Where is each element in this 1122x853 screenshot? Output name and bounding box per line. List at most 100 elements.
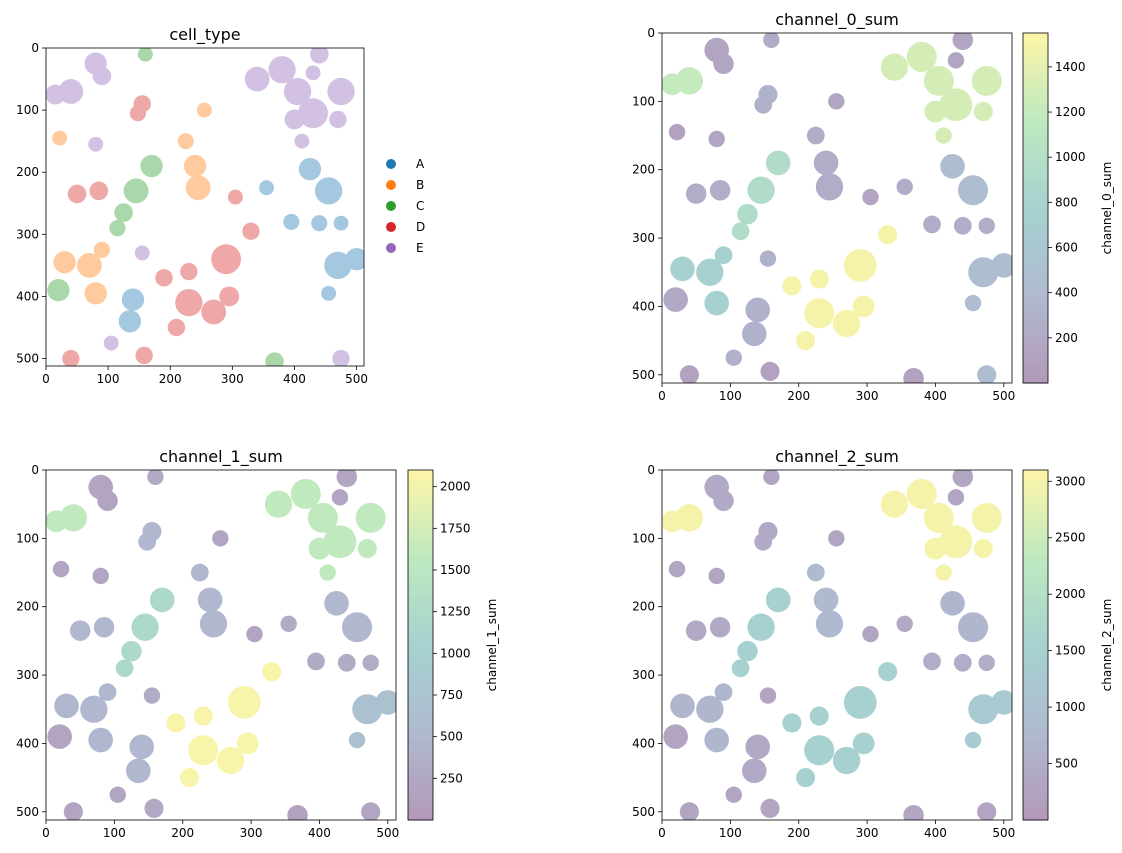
- colorbar: 500 1000 1500 2000 2500 3000 channel_2_sum: [1022, 469, 1114, 821]
- colorbar-step: [1023, 715, 1048, 721]
- cell-mark: [957, 175, 989, 206]
- y-tick-label: 500: [632, 805, 655, 819]
- colorbar-tick-label: 1000: [1055, 150, 1086, 164]
- colorbar-step: [1023, 710, 1048, 716]
- cell-mark: [759, 250, 777, 267]
- colorbar-step: [408, 660, 433, 666]
- cell-mark: [188, 735, 219, 766]
- cell-mark: [714, 246, 733, 265]
- colorbar-step: [408, 515, 433, 521]
- colorbar-tick-label: 1500: [1055, 644, 1086, 658]
- cell-mark: [696, 695, 724, 723]
- colorbar-step: [1023, 660, 1048, 666]
- cell-mark: [308, 537, 331, 560]
- colorbar-step: [1023, 73, 1048, 79]
- x-tick-label: 300: [221, 372, 244, 386]
- cell-mark: [199, 610, 228, 638]
- colorbar-tick-label: 1750: [440, 521, 471, 535]
- cell-mark: [331, 489, 349, 506]
- legend-marker-A: [386, 159, 396, 169]
- cell-mark: [327, 77, 355, 106]
- cell-mark: [878, 225, 898, 245]
- cell-mark: [118, 310, 142, 333]
- cell-mark: [69, 620, 91, 641]
- cell-mark: [329, 110, 347, 129]
- cell-mark: [923, 215, 941, 234]
- cell-mark: [287, 804, 308, 820]
- colorbar-step: [1023, 600, 1048, 606]
- cell-mark: [62, 349, 80, 366]
- cell-mark: [227, 189, 243, 205]
- cell-mark: [88, 474, 113, 500]
- cell-mark: [843, 686, 877, 719]
- colorbar-tick-label: 1200: [1055, 105, 1086, 119]
- colorbar-step: [1023, 735, 1048, 741]
- colorbar-step: [1023, 535, 1048, 541]
- colorbar-step: [1023, 263, 1048, 269]
- cell-mark: [298, 98, 328, 129]
- cell-mark: [280, 615, 297, 633]
- cell-mark: [862, 625, 879, 643]
- colorbar-step: [408, 605, 433, 611]
- colorbar-step: [408, 685, 433, 691]
- cell-mark: [880, 53, 909, 81]
- legend-marker-E: [386, 243, 396, 253]
- cell-mark: [134, 245, 150, 261]
- colorbar-step: [408, 590, 433, 596]
- cell-mark: [361, 802, 381, 820]
- cell-mark: [262, 662, 282, 682]
- cell-mark: [924, 537, 947, 560]
- cell-mark: [323, 525, 357, 559]
- y-tick-label: 400: [16, 289, 39, 303]
- colorbar-step: [1023, 273, 1048, 279]
- x-tick-label: 500: [345, 372, 368, 386]
- cell-mark: [923, 502, 954, 533]
- colorbar-step: [408, 800, 433, 806]
- cell-mark: [832, 746, 861, 775]
- cell-mark: [177, 133, 194, 150]
- cell-mark: [345, 247, 364, 271]
- colorbar-step: [1023, 570, 1048, 576]
- colorbar-step: [1023, 595, 1048, 601]
- cell-mark: [809, 269, 829, 289]
- colorbar-step: [1023, 575, 1048, 581]
- cell-mark: [679, 365, 699, 383]
- colorbar-tick-label: 250: [440, 771, 463, 785]
- colorbar-step: [1023, 278, 1048, 284]
- colorbar-step: [1023, 800, 1048, 806]
- cell-mark: [852, 732, 875, 755]
- y-tick-label: 200: [16, 600, 39, 614]
- y-tick-label: 400: [632, 299, 655, 313]
- colorbar-step: [1023, 630, 1048, 636]
- colorbar-label: channel_2_sum: [1100, 599, 1114, 692]
- x-tick-label: 400: [308, 826, 331, 840]
- cell-mark: [731, 659, 750, 678]
- cell-mark: [923, 65, 954, 96]
- cell-mark: [745, 734, 771, 760]
- cell-mark: [957, 612, 989, 643]
- legend-label-E: E: [416, 241, 424, 255]
- cell-mark: [114, 203, 133, 222]
- colorbar-step: [408, 730, 433, 736]
- cell-mark: [804, 298, 835, 329]
- colorbar-step: [1023, 243, 1048, 249]
- colorbar-tick-label: 500: [1055, 757, 1078, 771]
- colorbar-step: [1023, 650, 1048, 656]
- cell-mark: [123, 178, 149, 204]
- colorbar-step: [1023, 490, 1048, 496]
- cell-mark: [741, 321, 767, 347]
- cell-mark: [332, 349, 350, 366]
- colorbar-step: [408, 530, 433, 536]
- colorbar-step: [408, 750, 433, 756]
- colorbar-step: [1023, 625, 1048, 631]
- cell-mark: [264, 490, 293, 518]
- cell-mark: [201, 299, 227, 325]
- x-tick-label: 100: [103, 826, 126, 840]
- cell-mark: [307, 652, 325, 671]
- y-tick-label: 100: [632, 531, 655, 545]
- cell-mark: [713, 490, 734, 512]
- colorbar-step: [1023, 740, 1048, 746]
- colorbar-step: [1023, 248, 1048, 254]
- cell-mark: [973, 102, 993, 122]
